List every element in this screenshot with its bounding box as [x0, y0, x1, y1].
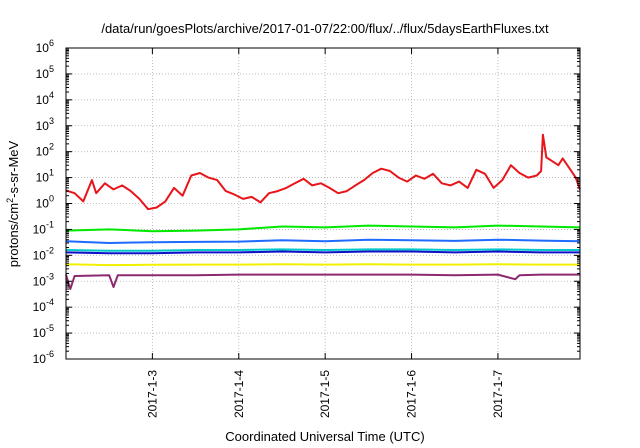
- y-tick-label: 10-3: [33, 271, 54, 288]
- x-tick-label: 2017-1-3: [145, 370, 159, 418]
- y-tick-exponent: 5: [49, 64, 54, 74]
- series-line: [65, 238, 581, 244]
- y-tick-label: 10-2: [33, 245, 54, 262]
- y-tick-exponent: 3: [49, 116, 54, 126]
- series-line: [65, 133, 581, 211]
- grid: [66, 48, 580, 359]
- y-tick-label: 10-1: [33, 219, 54, 236]
- series-line: [65, 263, 580, 267]
- y-tick-exponent: 0: [49, 194, 54, 204]
- y-tick-exponent: -4: [46, 297, 54, 307]
- y-tick-label: 102: [36, 142, 54, 159]
- y-tick-label: 10-4: [33, 297, 54, 314]
- series-line: [65, 224, 581, 233]
- series-group: [65, 133, 581, 291]
- y-tick-exponent: 6: [49, 38, 54, 48]
- y-tick-exponent: -5: [46, 323, 54, 333]
- y-tick-label: 103: [36, 116, 54, 133]
- series-line: [65, 273, 580, 291]
- y-tick-exponent: -3: [46, 271, 54, 281]
- series-line: [65, 248, 580, 252]
- y-tick-exponent: -1: [46, 219, 54, 229]
- series-line: [65, 250, 580, 255]
- y-tick-label: 105: [36, 64, 54, 81]
- y-tick-exponent: -2: [46, 245, 54, 255]
- x-tick-label: 2017-1-4: [232, 370, 246, 418]
- y-tick-label: 106: [36, 38, 54, 55]
- y-axis-label: protons/cm2-s-sr-MeV: [5, 140, 21, 267]
- x-tick-label: 2017-1-5: [318, 370, 332, 418]
- y-tick-label: 100: [36, 194, 54, 211]
- y-tick-exponent: 4: [49, 90, 54, 100]
- y-tick-label: 10-5: [33, 323, 54, 340]
- x-axis-label: Coordinated Universal Time (UTC): [225, 429, 424, 444]
- y-tick-exponent: -6: [46, 349, 54, 359]
- y-tick-exponent: 2: [49, 142, 54, 152]
- chart-title: /data/run/goesPlots/archive/2017-01-07/2…: [101, 21, 549, 36]
- y-tick-exponent: 1: [49, 168, 54, 178]
- y-tick-label: 101: [36, 168, 54, 185]
- x-tick-label: 2017-1-6: [405, 370, 419, 418]
- y-tick-label: 10-6: [33, 349, 54, 366]
- x-ticks: 2017-1-3 2017-1-4 2017-1-5 2017-1-6 2017-1-7: [145, 48, 505, 418]
- y-tick-label: 104: [36, 90, 54, 107]
- x-tick-label: 2017-1-7: [491, 370, 505, 418]
